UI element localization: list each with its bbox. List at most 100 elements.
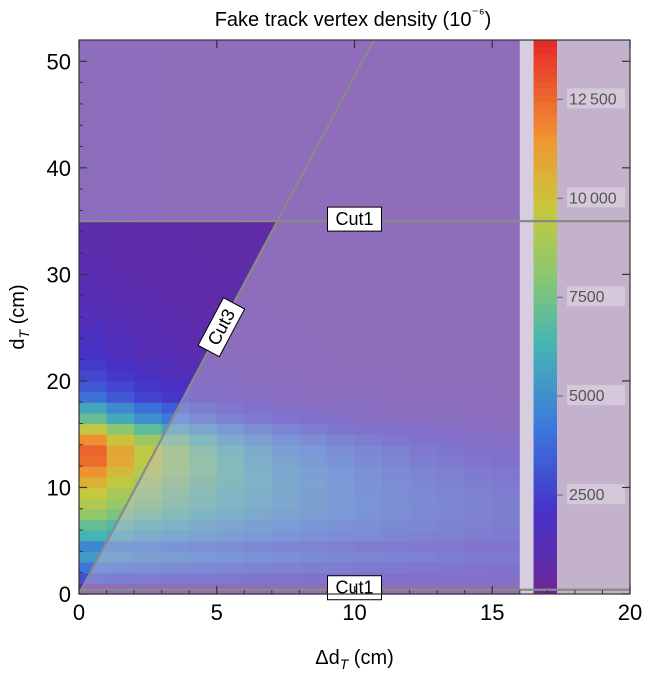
heatmap-cell: [354, 348, 383, 361]
heatmap-cell: [106, 562, 135, 574]
heatmap-cell: [299, 370, 328, 382]
heatmap-cell: [299, 274, 328, 286]
heatmap-cell: [354, 412, 383, 425]
heatmap-cell: [106, 253, 135, 275]
heatmap-cell: [134, 391, 163, 403]
heatmap-cell: [271, 434, 300, 446]
heatmap-cell: [299, 327, 328, 339]
heatmap-cell: [492, 348, 521, 361]
heatmap-cell: [189, 391, 218, 403]
heatmap-cell: [244, 317, 273, 329]
heatmap-cell: [189, 466, 218, 478]
heatmap-cell: [271, 572, 300, 584]
colorbar-segment: [533, 559, 557, 567]
colorbar-segment: [533, 483, 557, 491]
heatmap-cell: [79, 274, 108, 286]
heatmap-cell: [189, 487, 218, 499]
colorbar-segment: [533, 261, 557, 270]
heatmap-cell: [326, 285, 356, 297]
colorbar-segment: [533, 192, 557, 200]
heatmap-cell: [271, 40, 300, 222]
heatmap-cell: [382, 434, 411, 446]
heatmap-cell: [326, 551, 356, 563]
heatmap-cell: [271, 530, 300, 542]
heatmap-cell: [106, 295, 135, 307]
heatmap-cell: [299, 476, 328, 489]
colorbar-segment: [533, 552, 557, 560]
heatmap-cell: [354, 370, 383, 382]
heatmap-cell: [409, 391, 438, 403]
heatmap-cell: [464, 466, 493, 478]
heatmap-cell: [382, 295, 411, 307]
heatmap-cell: [271, 317, 300, 329]
heatmap-cell: [244, 327, 273, 339]
heatmap-cell: [326, 253, 356, 275]
heatmap-cell: [464, 508, 493, 521]
heatmap-cell: [106, 476, 135, 489]
colorbar-segment: [533, 455, 557, 463]
heatmap-cell: [106, 359, 135, 371]
heatmap-cell: [299, 221, 328, 254]
heatmap-cell: [244, 274, 273, 286]
heatmap-cell: [161, 380, 190, 393]
heatmap-cell: [299, 295, 328, 307]
cut-label-text: Cut1: [335, 209, 373, 229]
heatmap-cell: [216, 562, 245, 574]
heatmap-cell: [134, 370, 163, 382]
heatmap-cell: [437, 476, 466, 489]
heatmap-cell: [79, 434, 108, 446]
heatmap-cell: [216, 498, 245, 510]
colorbar-segment: [533, 67, 557, 76]
colorbar-segment: [533, 448, 557, 456]
heatmap-cell: [299, 551, 328, 563]
heatmap-cell: [326, 562, 356, 574]
heatmap-cell: [106, 572, 135, 584]
heatmap-cell: [464, 274, 493, 286]
heatmap-cell: [244, 498, 273, 510]
heatmap-cell: [437, 530, 466, 542]
heatmap-cell: [409, 434, 438, 446]
colorbar-segment: [533, 60, 557, 69]
y-tick-label: 30: [47, 262, 71, 287]
heatmap-cell: [326, 40, 356, 222]
heatmap-cell: [382, 370, 411, 382]
y-tick-label: 0: [59, 582, 71, 607]
heatmap-cell: [299, 466, 328, 478]
heatmap-cell: [437, 306, 466, 318]
heatmap-cell: [189, 285, 218, 297]
colorbar-segment: [533, 497, 557, 505]
heatmap-cell: [492, 295, 521, 307]
heatmap-cell: [437, 380, 466, 393]
colorbar-segment: [533, 462, 557, 470]
heatmap-cell: [161, 434, 190, 446]
colorbar-segment: [533, 123, 557, 131]
heatmap-cell: [216, 466, 245, 478]
colorbar-segment: [533, 296, 557, 304]
heatmap-cell: [382, 40, 411, 222]
colorbar-segment: [533, 199, 557, 207]
heatmap-cell: [79, 519, 108, 531]
heatmap-cell: [464, 306, 493, 318]
heatmap-cell: [354, 253, 383, 275]
heatmap-cell: [79, 412, 108, 425]
heatmap-cell: [299, 455, 328, 467]
y-tick-label: 20: [47, 369, 71, 394]
heatmap-cell: [134, 380, 163, 393]
heatmap-cell: [161, 306, 190, 318]
heatmap-cell: [409, 221, 438, 254]
heatmap-cell: [437, 253, 466, 275]
heatmap-cell: [464, 338, 493, 350]
colorbar-tick-label: 7500: [569, 289, 605, 306]
heatmap-cell: [464, 444, 493, 457]
heatmap-cell: [161, 508, 190, 521]
colorbar-label-bg: [566, 88, 625, 109]
heatmap-cell: [189, 540, 218, 552]
colorbar-segment: [533, 524, 557, 533]
heatmap-cell: [106, 391, 135, 403]
heatmap-cell: [409, 508, 438, 521]
heatmap-cell: [216, 519, 245, 531]
colorbar-tick-label: 5000: [569, 388, 605, 405]
heatmap-cell: [271, 359, 300, 371]
heatmap-cell: [271, 540, 300, 552]
heatmap-cell: [134, 444, 163, 457]
